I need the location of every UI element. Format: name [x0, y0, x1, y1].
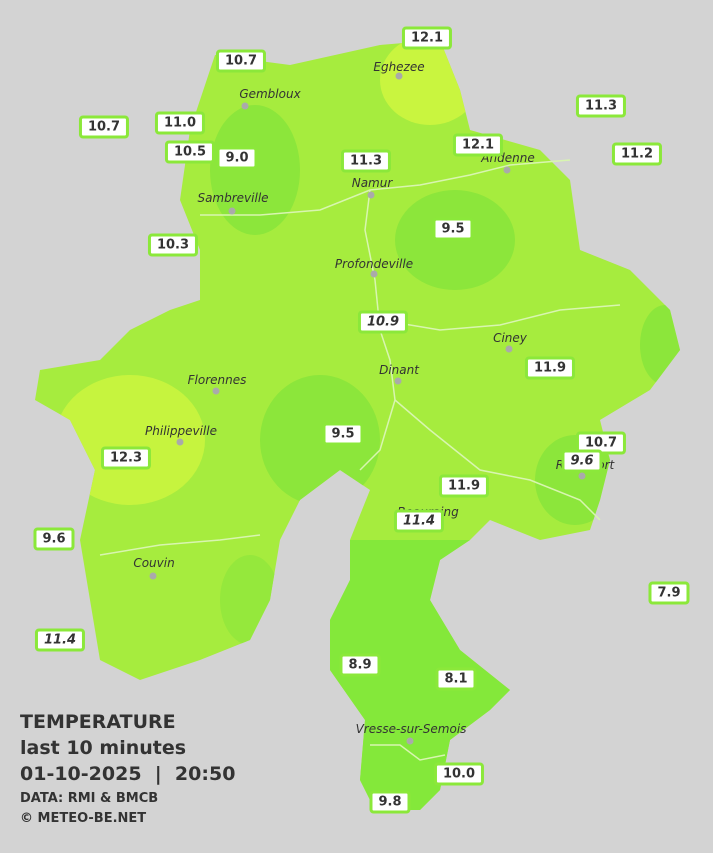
river [370, 744, 446, 761]
town-dot [505, 345, 513, 353]
cool-zone [220, 555, 280, 645]
subtitle: last 10 minutes [20, 737, 187, 759]
river [394, 399, 601, 521]
station-label: 10.7 [215, 49, 267, 73]
station-label: 11.3 [575, 94, 627, 118]
station-label: 11.4 [34, 628, 86, 652]
town-name: Sambreville [197, 191, 269, 205]
credit: © METEO-BE.NET [20, 811, 147, 826]
town-dot [176, 438, 184, 446]
town-dot [503, 166, 511, 174]
town-dot [370, 270, 378, 278]
station-label: 8.1 [435, 667, 477, 691]
station-label: 11.9 [438, 474, 490, 498]
station-label: 11.2 [611, 142, 663, 166]
river [200, 159, 571, 216]
town-name: Dinant [379, 363, 419, 377]
station-label: 7.9 [648, 581, 690, 605]
station-label: 9.0 [216, 146, 258, 170]
town-name: Couvin [133, 556, 175, 570]
town-dot [394, 377, 402, 385]
station-label: 9.5 [432, 217, 474, 241]
title: TEMPERATURE [20, 711, 176, 733]
town-name: Ciney [493, 331, 527, 345]
town-name: Gembloux [239, 87, 301, 101]
cool-zone [260, 375, 380, 505]
town-dot [212, 387, 220, 395]
station-label: 9.6 [33, 527, 75, 551]
station-label: 11.9 [524, 356, 576, 380]
town-name: Eghezee [373, 60, 425, 74]
station-label: 10.9 [357, 310, 409, 334]
town-name: Philippeville [145, 424, 217, 438]
cool-zone [640, 305, 680, 385]
station-label: 12.3 [100, 446, 152, 470]
town-dot [395, 72, 403, 80]
town-dot [241, 102, 249, 110]
station-label: 12.1 [401, 26, 453, 50]
station-label: 11.0 [154, 111, 206, 135]
cool-zone [210, 105, 300, 235]
station-label: 10.3 [147, 233, 199, 257]
river [379, 304, 621, 331]
station-label: 12.1 [452, 133, 504, 157]
river [359, 189, 396, 471]
station-label: 10.7 [78, 115, 130, 139]
station-label: 9.8 [369, 790, 411, 814]
town-name: Profondeville [334, 257, 414, 271]
town-dot [578, 472, 586, 480]
town-dot [406, 737, 414, 745]
town-dot [367, 191, 375, 199]
town-name: Florennes [187, 373, 247, 387]
town-name: Vresse-sur-Semois [355, 722, 467, 736]
town-name: Namur [351, 176, 393, 190]
station-label: 9.5 [322, 422, 364, 446]
town-dot [149, 572, 157, 580]
town-dot [228, 207, 236, 215]
river [99, 534, 261, 556]
station-label: 10.5 [164, 140, 216, 164]
station-label: 8.9 [339, 653, 381, 677]
source: DATA: RMI & BMCB [20, 791, 159, 806]
datetime: 01-10-2025 | 20:50 [20, 763, 236, 785]
station-label: 11.4 [393, 509, 445, 533]
station-label: 9.6 [561, 449, 603, 473]
cool-zone [330, 540, 530, 810]
station-label: 10.0 [433, 762, 485, 786]
rivers [99, 159, 621, 761]
station-label: 11.3 [340, 149, 392, 173]
